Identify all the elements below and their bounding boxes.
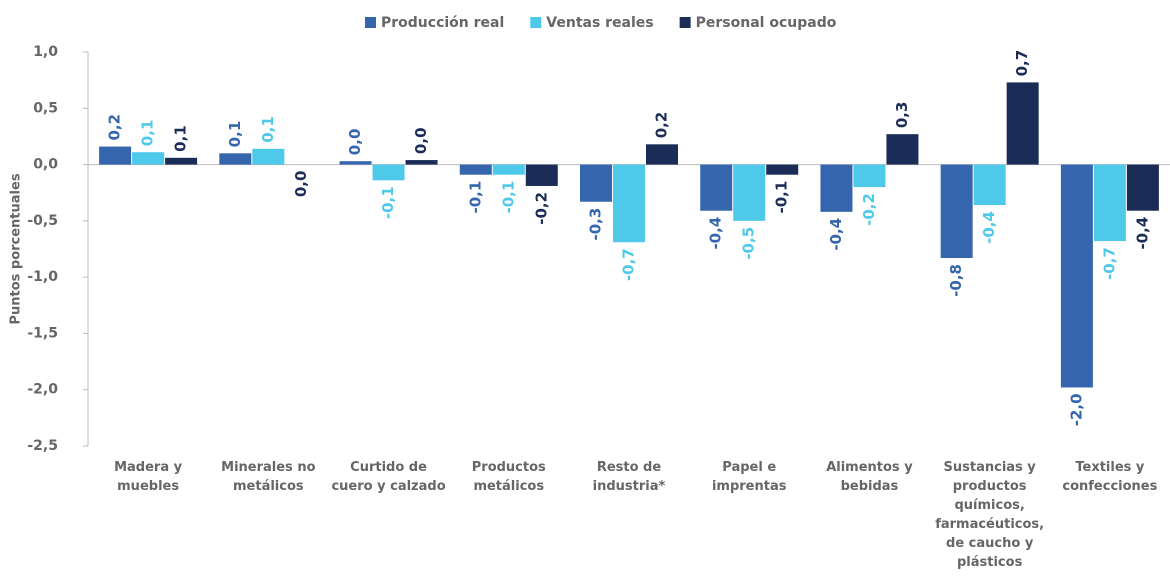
- y-tick-label: -1,0: [27, 269, 58, 285]
- bar: [405, 160, 438, 165]
- x-tick-label: Madera y muebles: [114, 460, 183, 494]
- value-label: -0,2: [532, 192, 550, 225]
- bar: [99, 146, 132, 165]
- bar: [820, 164, 853, 212]
- value-label: -0,1: [499, 181, 517, 214]
- bar: [372, 164, 405, 181]
- bar: [886, 134, 919, 165]
- value-label: -0,4: [827, 218, 845, 251]
- y-tick-label: 0,0: [33, 157, 58, 173]
- y-tick-label: -0,5: [27, 213, 58, 229]
- value-label: -0,5: [740, 227, 758, 260]
- value-label: -0,7: [620, 248, 638, 281]
- value-label: 0,0: [292, 171, 310, 198]
- legend-label: Producción real: [381, 15, 504, 31]
- value-label: 0,3: [893, 102, 911, 129]
- value-label: 0,0: [412, 127, 430, 154]
- bar: [1126, 164, 1159, 211]
- bar: [973, 164, 1006, 206]
- bar: [525, 164, 558, 186]
- x-tick-label: Alimentos y bebidas: [826, 460, 913, 494]
- value-label: -0,8: [947, 264, 965, 297]
- bar: [252, 148, 285, 165]
- x-tick-label: Papel e imprentas: [711, 460, 787, 494]
- value-label: -2,0: [1067, 393, 1085, 426]
- value-label: -0,4: [707, 217, 725, 250]
- legend-label: Personal ocupado: [696, 15, 837, 31]
- value-label: -0,1: [379, 186, 397, 219]
- bar: [613, 164, 645, 243]
- x-tick-label: Minerales no metálicos: [221, 460, 316, 494]
- x-tick-label: Textiles y confecciones: [1062, 460, 1158, 494]
- value-label: 0,2: [653, 112, 671, 139]
- bar: [700, 164, 733, 211]
- value-label: -0,2: [860, 193, 878, 226]
- y-tick-label: -2,0: [27, 382, 58, 398]
- bar: [646, 144, 678, 165]
- bar: [1060, 164, 1093, 388]
- value-label: 0,1: [139, 120, 157, 147]
- value-label: 0,0: [346, 129, 364, 156]
- value-label: -0,3: [587, 208, 605, 241]
- value-label: 0,1: [172, 125, 190, 152]
- legend-label: Ventas reales: [546, 15, 653, 31]
- value-label: 0,1: [259, 116, 277, 143]
- y-axis-label: Puntos porcentuales: [9, 173, 24, 324]
- x-tick-label: Resto de industria*: [592, 460, 666, 494]
- legend-swatch: [679, 17, 691, 28]
- bar: [219, 153, 252, 165]
- bar: [733, 164, 766, 221]
- y-tick-label: 0,5: [33, 100, 58, 116]
- bar: [132, 152, 165, 165]
- value-label: -0,1: [773, 181, 791, 214]
- value-label: 0,7: [1013, 50, 1031, 77]
- bar: [492, 164, 525, 175]
- bar: [580, 164, 612, 202]
- x-tick-label: Sustancias y productos químicos, farmacé…: [935, 460, 1045, 570]
- bar: [1006, 82, 1039, 165]
- x-tick-label: Curtido de cuero y calzado: [331, 460, 446, 494]
- bar: [853, 164, 886, 188]
- bar: [339, 161, 372, 165]
- bar: [165, 157, 198, 165]
- y-tick-label: 1,0: [33, 44, 58, 60]
- legend-swatch: [365, 17, 376, 28]
- y-tick-label: -2,5: [27, 438, 58, 454]
- bar: [766, 164, 799, 175]
- value-label: -0,1: [466, 181, 484, 214]
- value-label: 0,2: [106, 114, 124, 141]
- value-label: -0,7: [1100, 247, 1118, 280]
- bar: [940, 164, 973, 259]
- value-label: -0,4: [980, 211, 998, 244]
- value-label: -0,4: [1133, 217, 1151, 250]
- legend-swatch: [530, 17, 542, 28]
- bar: [1093, 164, 1126, 242]
- bar: [459, 164, 492, 175]
- x-tick-label: Productos metálicos: [471, 460, 546, 494]
- value-label: 0,1: [226, 121, 244, 148]
- y-tick-label: -1,5: [27, 325, 58, 341]
